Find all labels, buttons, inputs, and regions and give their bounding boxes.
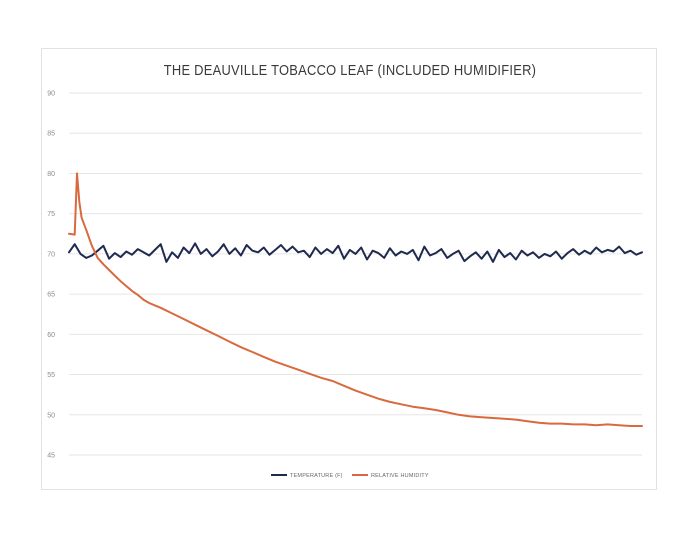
y-tick-label: 70	[47, 251, 55, 258]
y-tick-label: 65	[47, 292, 55, 299]
chart-frame	[41, 48, 657, 490]
y-tick-labels: 45 50 55 60 65 70 75 80 85 90	[47, 91, 55, 460]
y-tick-label: 60	[47, 332, 55, 339]
legend-label: RELATIVE HUMIDITY	[371, 473, 429, 479]
y-tick-label: 55	[47, 372, 55, 379]
legend-label: TEMPERATURE (F)	[290, 473, 343, 479]
y-tick-label: 50	[47, 412, 55, 419]
series-line-relative-humidity	[68, 172, 643, 427]
y-tick-label: 85	[47, 131, 55, 138]
y-tick-label: 45	[47, 453, 55, 460]
y-tick-label: 75	[47, 211, 55, 218]
series-line-temperature	[68, 242, 643, 263]
chart-title: THE DEAUVILLE TOBACCO LEAF (INCLUDED HUM…	[163, 62, 537, 79]
y-tick-label: 80	[47, 171, 55, 178]
series-lines	[68, 172, 643, 427]
gridlines	[69, 92, 642, 456]
y-tick-label: 90	[47, 91, 55, 98]
legend: TEMPERATURE (F) RELATIVE HUMIDITY	[271, 473, 429, 479]
